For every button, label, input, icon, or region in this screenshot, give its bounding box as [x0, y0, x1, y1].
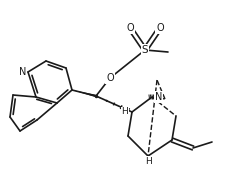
Text: O: O	[156, 23, 164, 33]
Text: N: N	[155, 92, 162, 102]
Text: O: O	[106, 73, 114, 83]
Text: S: S	[142, 45, 148, 55]
Text: O: O	[126, 23, 134, 33]
Polygon shape	[72, 90, 96, 97]
Text: N: N	[19, 67, 26, 77]
Text: H: H	[121, 107, 128, 116]
Text: H: H	[145, 157, 151, 165]
